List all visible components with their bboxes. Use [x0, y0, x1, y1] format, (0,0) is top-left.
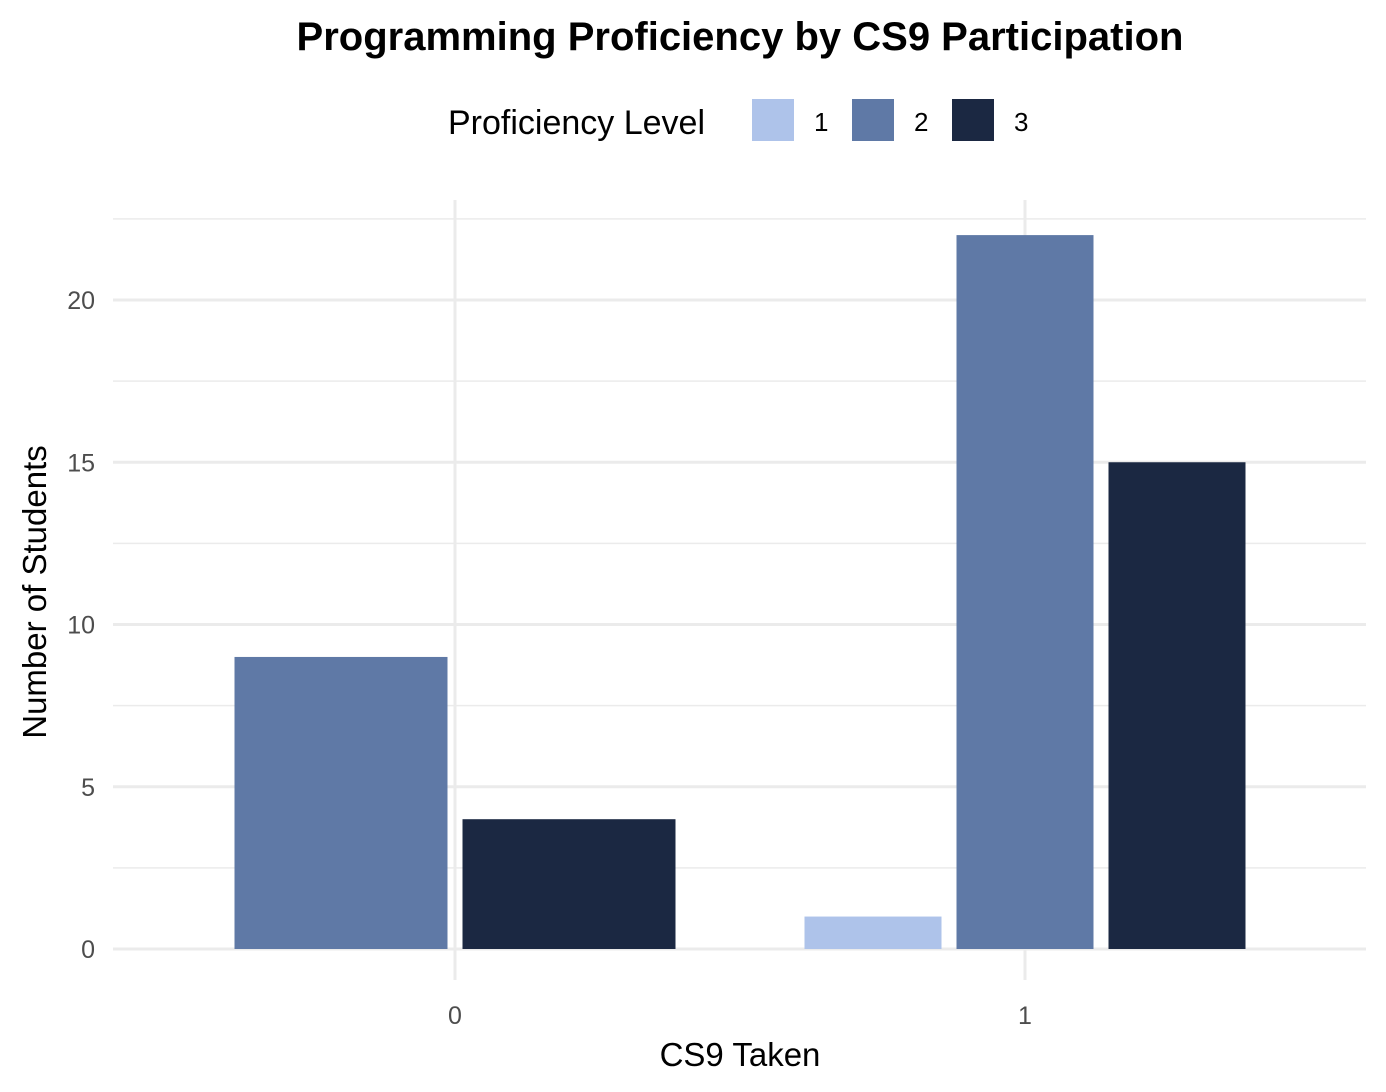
bar-cs9-1-level-1: [804, 916, 942, 949]
legend-key-3: [952, 99, 994, 141]
bars: [234, 235, 1246, 950]
chart-title: Programming Proficiency by CS9 Participa…: [297, 15, 1184, 59]
bar-cs9-1-level-2: [956, 235, 1094, 950]
x-axis-title: CS9 Taken: [660, 1036, 821, 1073]
legend-title: Proficiency Level: [448, 104, 705, 142]
y-tick-label: 10: [67, 612, 95, 640]
x-tick-label: 0: [448, 1002, 462, 1030]
legend-key-2: [852, 99, 894, 141]
y-tick-label: 0: [81, 936, 95, 964]
bar-cs9-0-level-3: [462, 819, 676, 949]
y-tick-label: 15: [67, 449, 95, 477]
y-axis-title: Number of Students: [16, 445, 53, 739]
bar-cs9-0-level-2: [234, 656, 448, 949]
x-tick-label: 1: [1018, 1002, 1032, 1030]
y-tick-label: 20: [67, 287, 95, 315]
legend-label-2: 2: [914, 107, 928, 137]
legend-label-1: 1: [814, 107, 828, 137]
y-tick-label: 5: [81, 774, 95, 802]
y-axis-ticks: 0 5 10 15 20: [67, 287, 95, 964]
bar-cs9-1-level-3: [1108, 462, 1246, 949]
legend-label-3: 3: [1014, 107, 1028, 137]
legend-key-1: [752, 99, 794, 141]
legend: Proficiency Level 1 2 3: [448, 99, 1028, 142]
